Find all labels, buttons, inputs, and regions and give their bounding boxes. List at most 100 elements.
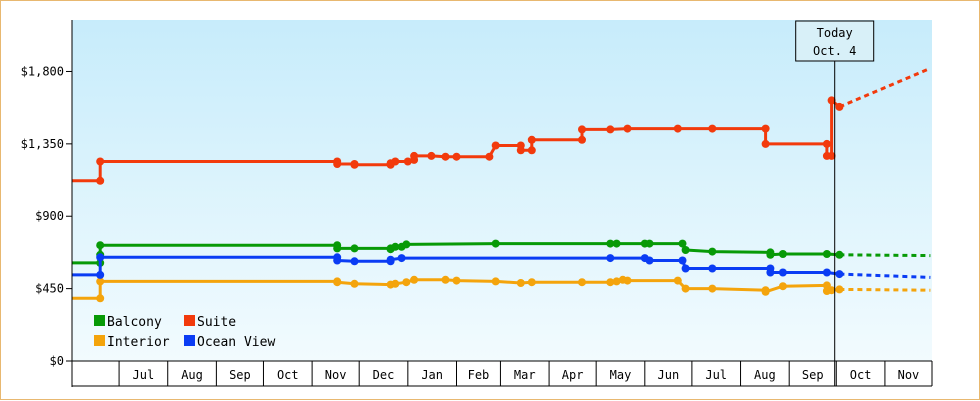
series-forecast-ocean-view (839, 272, 931, 279)
legend-label: Balcony (107, 315, 162, 330)
data-point (578, 135, 586, 144)
legend-label: Ocean View (197, 335, 275, 350)
data-point (527, 146, 536, 155)
legend-swatch (184, 335, 195, 346)
data-point (96, 277, 105, 286)
data-point (96, 157, 105, 166)
data-point (403, 157, 412, 166)
y-tick-label: $1,350 (21, 137, 64, 151)
data-point (708, 284, 717, 293)
data-point (527, 278, 536, 287)
series-forecast-balcony (839, 253, 931, 258)
data-point (606, 125, 615, 134)
x-tick-label: Apr (562, 368, 584, 382)
data-point (96, 253, 105, 262)
data-point (96, 176, 105, 185)
data-point (681, 264, 690, 273)
data-point (402, 278, 411, 287)
data-point (835, 250, 844, 259)
data-point (410, 151, 419, 160)
data-point (778, 250, 787, 258)
y-tick-label: $450 (35, 282, 64, 296)
data-point (402, 240, 411, 249)
legend-swatch (94, 315, 105, 326)
data-point (766, 250, 775, 259)
data-point (578, 278, 586, 287)
legend-swatch (184, 315, 195, 326)
x-tick-label: Dec (373, 368, 395, 382)
series-ocean-view (72, 253, 931, 279)
x-tick-label: Jun (658, 368, 680, 382)
x-tick-label: Nov (898, 368, 920, 382)
data-point (391, 279, 400, 288)
series-forecast-suite (838, 66, 931, 109)
data-point (350, 279, 359, 288)
legend-item-balcony: Balcony (94, 315, 162, 330)
x-tick-label: Jul (133, 368, 155, 382)
data-point (645, 239, 654, 248)
data-point (778, 282, 787, 291)
data-point (778, 268, 787, 277)
series-forecast-interior (839, 287, 931, 292)
data-point (612, 239, 621, 248)
legend-item-suite: Suite (184, 315, 236, 330)
data-point (491, 277, 500, 286)
data-point (427, 151, 436, 160)
data-point (391, 157, 400, 166)
series-interior (72, 275, 931, 303)
series-suite (72, 66, 931, 185)
data-point (391, 242, 400, 251)
x-tick-label: Aug (181, 368, 203, 382)
data-point (822, 268, 831, 277)
legend-item-ocean-view: Ocean View (184, 335, 275, 350)
data-point (350, 257, 359, 266)
data-point (623, 276, 632, 285)
y-tick-label: $0 (50, 354, 64, 368)
data-point (386, 255, 395, 264)
data-point (606, 239, 615, 248)
x-tick-label: Jan (421, 368, 443, 382)
y-tick-label: $1,800 (21, 64, 64, 78)
data-point (397, 254, 406, 263)
data-point (761, 139, 770, 148)
data-point (350, 244, 359, 253)
data-point (835, 285, 844, 294)
data-point (673, 276, 682, 285)
x-tick-label: Oct (850, 368, 872, 382)
plot-background (72, 20, 932, 361)
data-point (578, 125, 586, 134)
data-point (623, 124, 632, 133)
data-point (766, 268, 775, 277)
data-point (606, 278, 615, 287)
data-point (333, 278, 342, 287)
data-point (96, 241, 105, 250)
data-point (452, 152, 461, 161)
x-tick-label: Sep (229, 368, 251, 382)
data-point (678, 256, 687, 265)
x-tick-label: Feb (468, 368, 490, 382)
legend-label: Interior (107, 335, 170, 350)
data-point (827, 96, 836, 105)
data-point (441, 275, 450, 284)
today-box (795, 20, 875, 62)
x-tick-label: Mar (514, 368, 536, 382)
data-point (708, 124, 717, 133)
x-tick-label: May (610, 368, 632, 382)
y-tick-label: $900 (35, 209, 64, 223)
x-tick-label: Aug (754, 368, 776, 382)
legend-label: Suite (197, 315, 236, 330)
data-point (485, 152, 494, 161)
data-point (441, 152, 450, 161)
data-point (96, 294, 105, 303)
data-point (491, 141, 500, 150)
data-point (708, 264, 717, 273)
data-point (333, 256, 342, 265)
data-point (410, 275, 419, 284)
data-point (761, 287, 770, 296)
data-point (822, 139, 831, 148)
data-point (681, 284, 690, 293)
data-point (827, 151, 836, 160)
data-point (350, 160, 359, 169)
data-point (452, 276, 461, 285)
